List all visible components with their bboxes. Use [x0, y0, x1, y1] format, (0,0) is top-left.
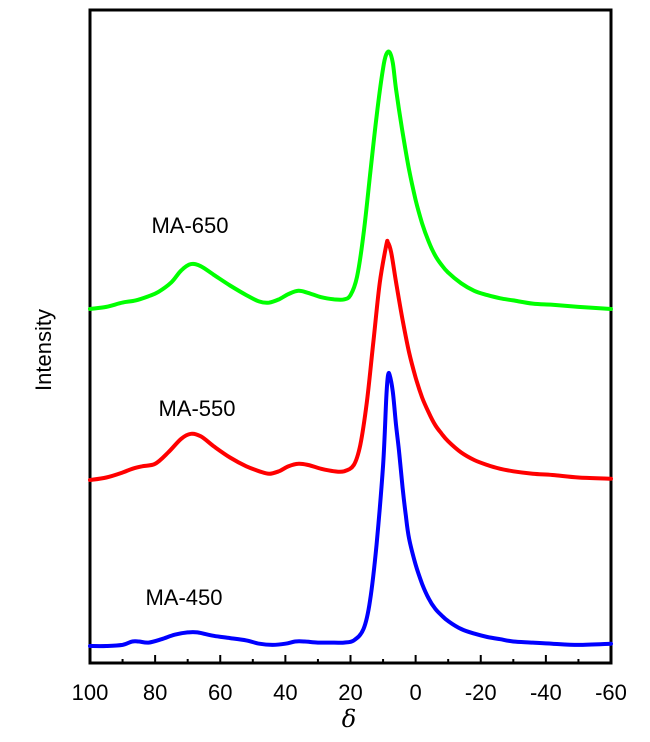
x-tick-label: 60 [208, 680, 232, 705]
series-line-ma-650 [88, 49, 613, 311]
x-tick-label: 80 [143, 680, 167, 705]
x-tick-label: 40 [273, 680, 297, 705]
x-tick-labels: 100 80 60 40 20 0 -20 -40 -60 [72, 680, 627, 705]
x-axis-title: δ [342, 705, 356, 733]
y-axis-title: Intensity [31, 309, 56, 391]
plot-frame [88, 8, 613, 665]
series-line-ma-450 [88, 370, 613, 649]
x-tick-label: -20 [465, 680, 497, 705]
series-lines [88, 49, 613, 649]
x-tick-label: 0 [410, 680, 422, 705]
series-line-ma-550 [88, 238, 613, 482]
x-tick-label: -60 [595, 680, 627, 705]
x-tick-label: 20 [338, 680, 362, 705]
series-labels: MA-450 MA-550 MA-650 [145, 213, 235, 610]
series-label-ma-650: MA-650 [151, 213, 228, 238]
x-tick-label: -40 [530, 680, 562, 705]
x-tick-label: 100 [72, 680, 109, 705]
series-label-ma-550: MA-550 [158, 396, 235, 421]
series-label-ma-450: MA-450 [145, 585, 222, 610]
x-ticks [89, 655, 612, 663]
